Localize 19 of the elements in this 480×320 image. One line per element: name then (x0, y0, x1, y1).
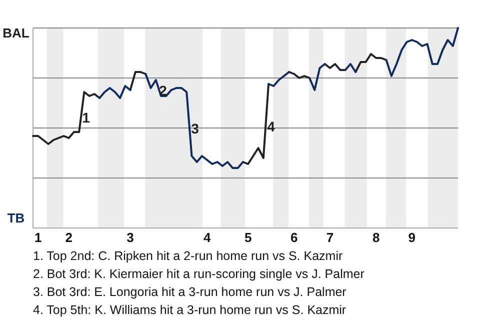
x-tick-label: 2 (65, 230, 72, 245)
x-tick-label: 1 (34, 230, 42, 245)
x-tick-label: 8 (372, 230, 380, 245)
text: BAL (2, 25, 30, 40)
x-tick-label: 4 (203, 230, 212, 245)
text: TB (7, 210, 25, 226)
text: 4. Top 5th: K. Williams hit a 3-run home run vs S. Kazmir (33, 303, 346, 317)
text: 3. Bot 3rd: E. Longoria hit a 3-run home run vs J. Palmer (33, 285, 346, 299)
annotation: 2 (159, 82, 168, 99)
annotation: 1 (82, 110, 90, 126)
x-tick-label: 5 (244, 230, 252, 245)
x-tick-label: 7 (326, 230, 334, 245)
x-tick-label: 3 (126, 230, 134, 245)
text: 2. Bot 3rd: K. Kiermaier hit a run-scoring single vs J. Palmer (33, 267, 364, 281)
annotation: 3 (191, 120, 200, 137)
annotation: 4 (267, 118, 276, 135)
x-tick-label: 9 (408, 230, 416, 245)
text: 1. Top 2nd: C. Ripken hit a 2-run home run vs S. Kazmir (33, 249, 343, 263)
x-tick-label: 6 (290, 230, 298, 245)
